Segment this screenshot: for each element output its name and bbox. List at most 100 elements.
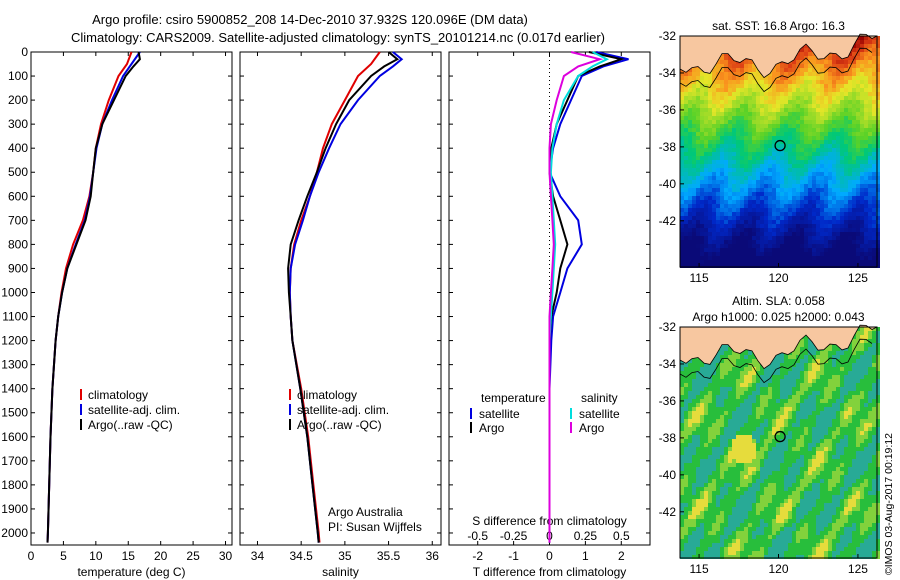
map-cell <box>812 196 816 200</box>
map-cell <box>876 467 880 471</box>
map-cell <box>760 415 764 419</box>
map-cell <box>864 172 868 176</box>
map-cell <box>736 447 740 451</box>
map-cell <box>776 104 780 108</box>
map-cell <box>728 200 732 204</box>
map-cell <box>784 367 788 371</box>
map-cell <box>760 467 764 471</box>
map-cell <box>724 224 728 228</box>
map-cell <box>696 192 700 196</box>
map-cell <box>696 72 700 76</box>
map-cell <box>868 164 872 168</box>
map-cell <box>700 156 704 160</box>
map-cell <box>688 152 692 156</box>
map-cell <box>772 415 776 419</box>
map-cell <box>816 467 820 471</box>
map-cell <box>784 383 788 387</box>
map-cell <box>744 208 748 212</box>
map-cell <box>732 427 736 431</box>
map-cell <box>740 431 744 435</box>
map-cell <box>840 415 844 419</box>
map-cell <box>852 192 856 196</box>
map-cell <box>796 379 800 383</box>
map-cell <box>840 132 844 136</box>
map-cell <box>844 248 848 252</box>
map-cell <box>804 136 808 140</box>
map-cell <box>808 407 812 411</box>
map-cell <box>768 156 772 160</box>
map-cell <box>860 116 864 120</box>
map-cell <box>856 112 860 116</box>
map-cell <box>812 184 816 188</box>
map-cell <box>812 152 816 156</box>
map-cell <box>680 188 684 192</box>
map-cell <box>824 224 828 228</box>
map-cell <box>848 108 852 112</box>
map-cell <box>700 379 704 383</box>
map-cell <box>736 116 740 120</box>
map-cell <box>704 407 708 411</box>
map-cell <box>820 68 824 72</box>
map-cell <box>828 172 832 176</box>
map-cell <box>804 455 808 459</box>
map-cell <box>804 264 808 268</box>
map-cell <box>748 419 752 423</box>
map-cell <box>848 212 852 216</box>
map-cell <box>816 108 820 112</box>
map-cell <box>836 160 840 164</box>
map-cell <box>828 184 832 188</box>
map-cell <box>756 407 760 411</box>
map-cell <box>704 403 708 407</box>
map-cell <box>680 128 684 132</box>
map-cell <box>696 371 700 375</box>
map-cell <box>740 80 744 84</box>
map-cell <box>728 435 732 439</box>
map-cell <box>804 80 808 84</box>
map-cell <box>824 355 828 359</box>
map-cell <box>764 156 768 160</box>
map-cell <box>800 339 804 343</box>
map-cell <box>720 212 724 216</box>
map-cell <box>700 88 704 92</box>
map-cell <box>720 92 724 96</box>
map-cell <box>876 184 880 188</box>
map-cell <box>872 363 876 367</box>
map-cell <box>788 68 792 72</box>
map-cell <box>816 140 820 144</box>
map-cell <box>728 176 732 180</box>
map-cell <box>864 463 868 467</box>
map-cell <box>796 423 800 427</box>
map-cell <box>832 463 836 467</box>
map-cell <box>864 351 868 355</box>
map-cell <box>768 108 772 112</box>
map-cell <box>764 383 768 387</box>
map-cell <box>760 367 764 371</box>
map-cell <box>732 459 736 463</box>
map-cell <box>780 431 784 435</box>
map-cell <box>712 172 716 176</box>
map-cell <box>812 180 816 184</box>
map-cell <box>872 108 876 112</box>
map-cell <box>696 407 700 411</box>
map-cell <box>716 80 720 84</box>
map-cell <box>776 403 780 407</box>
map-cell <box>740 84 744 88</box>
map-cell <box>784 80 788 84</box>
map-cell <box>760 148 764 152</box>
map-cell <box>832 240 836 244</box>
map-cell <box>696 455 700 459</box>
map-cell <box>872 60 876 64</box>
map-cell <box>680 220 684 224</box>
map-cell <box>800 156 804 160</box>
map-cell <box>680 208 684 212</box>
map-cell <box>728 184 732 188</box>
map-cell <box>868 224 872 228</box>
map-cell <box>860 96 864 100</box>
map-cell <box>876 192 880 196</box>
map-cell <box>784 136 788 140</box>
map-cell <box>712 152 716 156</box>
map-cell <box>788 80 792 84</box>
map-cell <box>824 399 828 403</box>
map-cell <box>844 76 848 80</box>
map-cell <box>836 212 840 216</box>
